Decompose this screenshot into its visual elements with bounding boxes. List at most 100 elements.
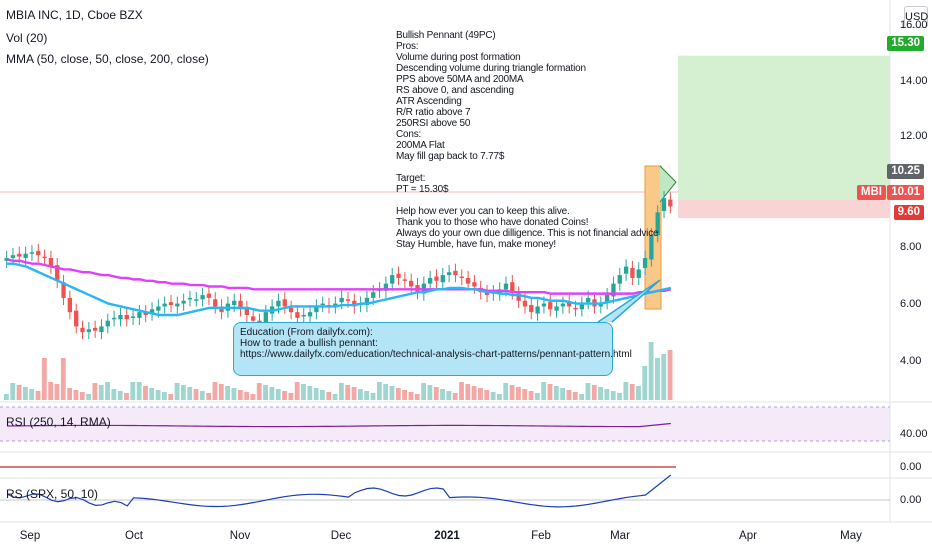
target-price-tag: 15.30 xyxy=(887,36,924,51)
analysis-note: Bullish Pennant (49PC) Pros: Volume during… xyxy=(396,30,659,250)
rs-tick-label: 0.00 xyxy=(900,494,922,506)
note-line: Descending volume during triangle format… xyxy=(396,63,586,74)
volume-bar xyxy=(111,389,117,400)
note-line: 200MA Flat xyxy=(396,140,445,151)
volume-bar xyxy=(218,384,224,400)
volume-bar xyxy=(275,389,281,400)
candle-body xyxy=(642,258,648,268)
time-tick-label: Dec xyxy=(330,530,352,542)
time-tick-label: Feb xyxy=(531,530,551,542)
price-tick-label: 14.00 xyxy=(900,75,928,87)
volume-bar xyxy=(86,394,91,400)
candle-body xyxy=(541,303,547,307)
candle-body xyxy=(617,275,622,284)
candle-body xyxy=(427,277,433,284)
volume-bar xyxy=(534,393,540,400)
time-tick-label: Apr xyxy=(739,530,757,542)
candle-body xyxy=(42,256,47,259)
candle-body xyxy=(282,299,287,307)
candle-body xyxy=(522,300,528,307)
candle-body xyxy=(320,303,325,306)
candle-body xyxy=(111,317,117,320)
candle-body xyxy=(554,306,559,311)
volume-bar xyxy=(29,389,35,400)
volume-bar xyxy=(105,382,110,400)
volume-bar xyxy=(187,387,193,400)
candle-body xyxy=(194,299,199,301)
volume-bar xyxy=(522,389,528,400)
candle-body xyxy=(251,316,256,321)
education-callout[interactable]: Education (From dailyfx.com): How to trad… xyxy=(233,322,632,376)
rsi-indicator-label[interactable]: RSI (250, 14, RMA) xyxy=(6,415,111,429)
candle-body xyxy=(352,300,357,307)
volume-bar xyxy=(617,393,622,400)
volume-bar xyxy=(256,383,262,400)
volume-bar xyxy=(48,382,54,400)
volume-bar xyxy=(313,388,319,400)
time-tick-label: Nov xyxy=(229,530,251,542)
candle-body xyxy=(345,299,351,301)
volume-bar xyxy=(326,392,332,400)
candle-body xyxy=(92,327,98,331)
candle-body xyxy=(4,258,9,261)
rs-indicator-label[interactable]: RS (SPX, 50, 10) xyxy=(6,487,99,501)
volume-bar xyxy=(408,392,414,400)
volume-bar xyxy=(199,391,205,400)
candle-body xyxy=(181,300,186,304)
candle-body xyxy=(244,307,250,315)
volume-bar xyxy=(174,383,180,400)
note-line: PPS above 50MA and 200MA xyxy=(396,74,524,85)
rsi-line xyxy=(7,422,671,428)
volume-bar xyxy=(117,391,123,400)
candle-body xyxy=(649,235,654,260)
volume-bar xyxy=(389,386,395,400)
volume-bar xyxy=(143,386,148,400)
volume-bar xyxy=(244,392,250,400)
currency-button[interactable]: USD xyxy=(904,6,928,28)
volume-bar xyxy=(294,382,300,400)
volume-bar xyxy=(73,390,79,400)
volume-bar xyxy=(364,391,370,400)
candle-body xyxy=(55,265,60,281)
volume-bar xyxy=(497,394,502,400)
volume-bar xyxy=(465,384,471,400)
candle-body xyxy=(156,306,161,311)
volume-bar xyxy=(4,394,9,400)
time-tick-label: Sep xyxy=(19,530,41,542)
volume-bar xyxy=(478,388,483,400)
candle-body xyxy=(36,250,41,256)
candle-body xyxy=(573,307,578,310)
volume-indicator-label[interactable]: Vol (20) xyxy=(6,31,48,45)
entry-price-tag: 10.25 xyxy=(887,164,924,179)
price-tick-label: 12.00 xyxy=(900,130,928,142)
volume-bar xyxy=(301,384,306,400)
candle-body xyxy=(67,297,73,313)
candle-body xyxy=(10,255,16,258)
candle-body xyxy=(61,282,66,298)
volume-bar xyxy=(566,390,572,400)
volume-bar xyxy=(585,383,591,400)
time-tick-label: 2021 xyxy=(434,530,460,542)
volume-bar xyxy=(579,394,585,400)
volume-bar xyxy=(168,394,174,400)
note-line: RS above 0, and ascending xyxy=(396,85,514,96)
candle-body xyxy=(105,320,110,327)
symbol-tag: MBI xyxy=(856,185,886,200)
volume-bar xyxy=(225,386,231,400)
note-line: PT = 15.30$ xyxy=(396,184,449,195)
candle-body xyxy=(143,312,148,315)
volume-bar xyxy=(667,350,673,400)
volume-bar xyxy=(67,388,73,400)
candle-body xyxy=(440,275,445,283)
volume-bar xyxy=(610,391,616,400)
volume-bar xyxy=(604,389,610,400)
candle-body xyxy=(168,302,174,306)
volume-bar xyxy=(471,386,477,400)
volume-bar xyxy=(193,389,199,400)
mma-indicator-label[interactable]: MMA (50, close, 50, close, 200, close) xyxy=(6,52,209,66)
candle-body xyxy=(623,266,629,274)
volume-bar xyxy=(288,393,294,400)
volume-bar xyxy=(629,384,635,400)
candle-body xyxy=(276,300,281,307)
candle-body xyxy=(668,199,673,207)
